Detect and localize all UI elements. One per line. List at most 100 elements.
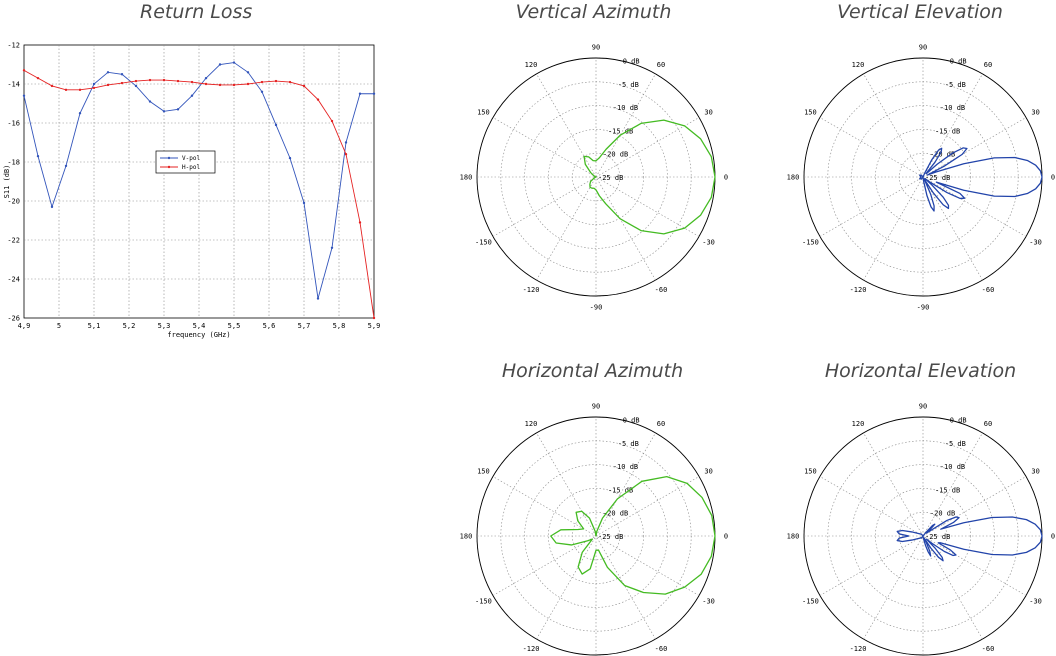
data-point: [218, 63, 222, 66]
data-point: [274, 79, 278, 83]
angle-tick-label: 60: [657, 420, 665, 428]
angle-tick-label: 90: [919, 403, 927, 411]
x-tick-label: 5,4: [193, 322, 206, 330]
angle-tick-label: 0: [1051, 533, 1055, 541]
polar-chart-vertical_azimuth: 0 30 60 90 120 150 180 -150 -120 -90 -60 -30 0 dB -5 …: [460, 44, 728, 312]
radial-tick-label: -20 dB: [603, 151, 628, 159]
x-tick-label: 5,6: [263, 322, 276, 330]
data-point: [22, 94, 26, 97]
angle-tick-label: -150: [475, 239, 492, 247]
data-point: [330, 119, 334, 123]
title-vertical-azimuth: Vertical Azimuth: [515, 1, 672, 23]
data-point: [148, 100, 152, 103]
legend-label: H-pol: [182, 164, 200, 171]
angle-tick-label: 90: [592, 44, 600, 52]
data-point: [22, 69, 26, 72]
pattern-curve: [896, 516, 1043, 562]
radial-tick-label: -10 dB: [613, 463, 638, 471]
data-point: [204, 82, 208, 86]
angle-tick-label: -120: [523, 286, 540, 294]
radial-tick-label: -5 dB: [945, 81, 966, 89]
data-point: [246, 82, 250, 86]
series-line-V-pol: [23, 62, 374, 299]
title-return-loss: Return Loss: [140, 1, 253, 23]
data-point: [64, 88, 68, 92]
data-point: [316, 297, 320, 300]
angle-tick-label: -60: [655, 286, 668, 294]
title-horizontal-azimuth: Horizontal Azimuth: [501, 360, 684, 382]
radial-tick-label: 0 dB: [623, 58, 640, 66]
angle-tick-label: 0: [724, 174, 728, 182]
data-point: [190, 94, 194, 97]
angle-tick-label: 150: [477, 109, 490, 117]
data-point: [372, 316, 376, 320]
radial-tick-label: -25 dB: [598, 533, 623, 541]
x-tick-label: 5,7: [298, 322, 311, 330]
y-tick-label: -18: [7, 159, 20, 167]
x-tick-label: 5,9: [368, 322, 381, 330]
data-point: [302, 84, 306, 88]
x-tick-label: 5,3: [158, 322, 171, 330]
radial-tick-label: -20 dB: [930, 151, 955, 159]
angle-tick-label: 30: [704, 468, 712, 476]
angle-tick-label: 150: [804, 468, 817, 476]
legend-marker: [167, 156, 171, 160]
data-point: [190, 80, 194, 84]
data-point: [358, 221, 362, 224]
angle-tick-label: 30: [1031, 468, 1039, 476]
x-tick-label: 5,2: [123, 322, 136, 330]
angle-tick-label: -150: [802, 239, 819, 247]
angle-tick-label: 60: [657, 61, 665, 69]
data-point: [134, 84, 138, 88]
x-tick-label: 5: [57, 322, 61, 330]
y-tick-label: -12: [7, 42, 20, 50]
x-axis-label: frequency (GHz): [167, 331, 230, 339]
angle-tick-label: -30: [702, 239, 715, 247]
data-point: [162, 110, 166, 113]
data-point: [148, 78, 152, 82]
y-tick-label: -14: [7, 81, 20, 89]
data-point: [50, 205, 54, 209]
data-point: [218, 83, 222, 87]
y-tick-label: -26: [7, 315, 20, 323]
angle-tick-label: 90: [919, 44, 927, 52]
angle-tick-label: 90: [592, 403, 600, 411]
radial-tick-label: -15 dB: [935, 127, 960, 135]
angle-tick-label: 180: [787, 174, 800, 182]
data-point: [232, 83, 236, 87]
angle-tick-label: 120: [525, 420, 538, 428]
data-point: [36, 154, 40, 158]
angle-tick-label: -30: [1029, 239, 1042, 247]
angle-tick-label: 150: [804, 109, 817, 117]
data-point: [260, 90, 264, 94]
data-point: [274, 123, 278, 127]
data-point: [64, 164, 68, 168]
radial-tick-label: -10 dB: [613, 104, 638, 112]
series-line-H-pol: [23, 69, 375, 319]
angle-tick-label: 30: [704, 109, 712, 117]
data-point: [302, 201, 306, 205]
data-point: [78, 88, 82, 92]
data-point: [176, 108, 180, 111]
angle-tick-label: 120: [852, 420, 865, 428]
data-point: [134, 79, 138, 83]
data-point: [120, 73, 124, 76]
x-tick-label: 4,9: [18, 322, 31, 330]
angle-tick-label: -30: [1029, 598, 1042, 606]
radial-tick-label: -10 dB: [940, 463, 965, 471]
pattern-curve: [550, 475, 716, 595]
legend-label: V-pol: [182, 155, 200, 162]
angle-tick-label: -30: [702, 598, 715, 606]
y-tick-label: -24: [7, 276, 20, 284]
radial-tick-label: -25 dB: [925, 174, 950, 182]
angle-tick-label: 0: [724, 533, 728, 541]
angle-tick-label: 180: [460, 174, 473, 182]
radial-tick-label: 0 dB: [950, 417, 967, 425]
data-point: [36, 76, 40, 80]
angle-tick-label: -120: [523, 645, 540, 653]
radial-tick-label: -5 dB: [618, 81, 639, 89]
angle-tick-label: -60: [982, 286, 995, 294]
angle-tick-label: -90: [590, 304, 603, 312]
radial-tick-label: -20 dB: [930, 510, 955, 518]
